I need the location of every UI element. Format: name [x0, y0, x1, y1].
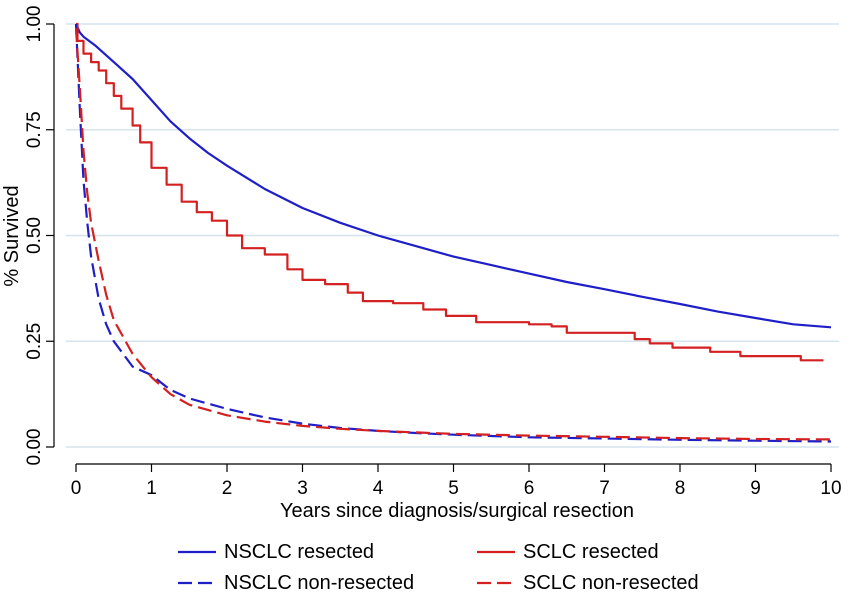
- x-tick-label: 6: [524, 478, 535, 499]
- y-tick-label: 0.25: [24, 323, 45, 360]
- series-lines: [74, 22, 832, 443]
- axes: 0.00 0.25 0.50 0.75 1.00 0 1 2 3 4 5 6 7 8 9 10: [24, 6, 842, 499]
- series-line-4: [74, 28, 832, 441]
- gridlines: [66, 23, 839, 448]
- x-tick-label: 7: [599, 478, 610, 499]
- x-tick-label: 0: [71, 478, 82, 499]
- legend-label: SCLC non-resected: [523, 572, 699, 594]
- legend-label: SCLC resected: [523, 541, 659, 563]
- legend-label: NSCLC resected: [224, 541, 374, 563]
- y-tick-label: 0.75: [24, 111, 45, 148]
- series-line-1: [74, 23, 832, 329]
- y-tick-label: 0.50: [24, 217, 45, 254]
- x-tick-label: 10: [820, 478, 841, 499]
- x-tick-label: 9: [750, 478, 761, 499]
- series-line-2: [76, 22, 824, 362]
- x-tick-label: 5: [448, 478, 459, 499]
- series-line-3: [74, 23, 832, 443]
- legend: NSCLC resected SCLC resected NSCLC non-res…: [178, 541, 699, 594]
- y-axis-title: % Survived: [1, 185, 23, 286]
- x-tick-label: 3: [297, 478, 308, 499]
- x-tick-label: 1: [146, 478, 157, 499]
- y-tick-label: 0.00: [24, 429, 45, 466]
- legend-label: NSCLC non-resected: [224, 572, 414, 594]
- x-tick-label: 2: [222, 478, 233, 499]
- x-axis-title: Years since diagnosis/surgical resection: [280, 500, 634, 522]
- x-tick-label: 8: [675, 478, 686, 499]
- y-tick-label: 1.00: [24, 6, 45, 43]
- x-tick-label: 4: [373, 478, 384, 499]
